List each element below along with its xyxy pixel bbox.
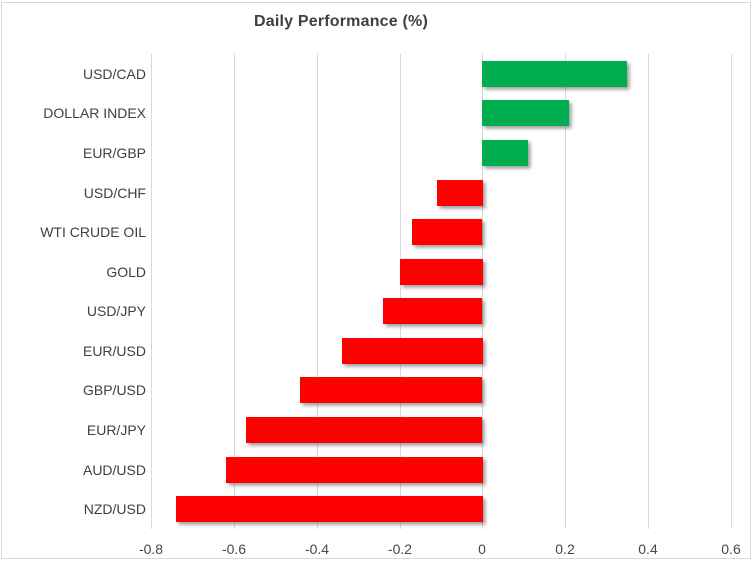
bar-eur-gbp xyxy=(482,140,528,166)
bar-eur-usd xyxy=(342,338,483,364)
x-tick-label: 0.6 xyxy=(721,541,741,557)
chart-title: Daily Performance (%) xyxy=(253,13,429,30)
category-label: AUD/USD xyxy=(82,462,146,478)
x-tick-label: 0.2 xyxy=(555,541,575,557)
x-tick-label: -0.4 xyxy=(304,541,330,557)
zero-axis-line xyxy=(482,54,483,529)
bar-gbp-usd xyxy=(300,377,482,403)
category-label: NZD/USD xyxy=(83,501,146,517)
gridline xyxy=(648,54,649,529)
category-label: DOLLAR INDEX xyxy=(43,105,146,121)
bar-eur-jpy xyxy=(246,417,482,443)
bar-usd-chf xyxy=(437,180,483,206)
gridline xyxy=(234,54,235,529)
category-label: EUR/USD xyxy=(82,343,146,359)
bar-nzd-usd xyxy=(176,496,483,522)
gridline xyxy=(151,54,152,529)
gridline xyxy=(400,54,401,529)
x-tick-label: 0 xyxy=(478,541,486,557)
category-label: USD/JPY xyxy=(86,303,146,319)
category-label: EUR/GBP xyxy=(82,145,146,161)
category-label: GOLD xyxy=(106,264,146,280)
chart-frame: Daily Performance (%) USD/CAD DOLLAR INDE… xyxy=(1,2,751,559)
gridline xyxy=(565,54,566,529)
category-label: USD/CHF xyxy=(83,185,146,201)
x-tick-label: -0.8 xyxy=(138,541,164,557)
category-label: WTI CRUDE OIL xyxy=(40,224,146,240)
category-label: USD/CAD xyxy=(82,66,146,82)
x-tick-label: -0.6 xyxy=(221,541,247,557)
bar-dollar-index xyxy=(482,100,569,126)
bar-gold xyxy=(400,259,483,285)
bar-usd-jpy xyxy=(383,298,482,324)
category-label: EUR/JPY xyxy=(86,422,146,438)
x-tick-label: 0.4 xyxy=(638,541,658,557)
gridline xyxy=(731,54,732,529)
gridline xyxy=(317,54,318,529)
bar-wti-crude-oil xyxy=(412,219,482,245)
bar-usd-cad xyxy=(482,61,627,87)
category-label: GBP/USD xyxy=(82,382,146,398)
x-tick-label: -0.2 xyxy=(387,541,413,557)
bar-aud-usd xyxy=(226,457,483,483)
